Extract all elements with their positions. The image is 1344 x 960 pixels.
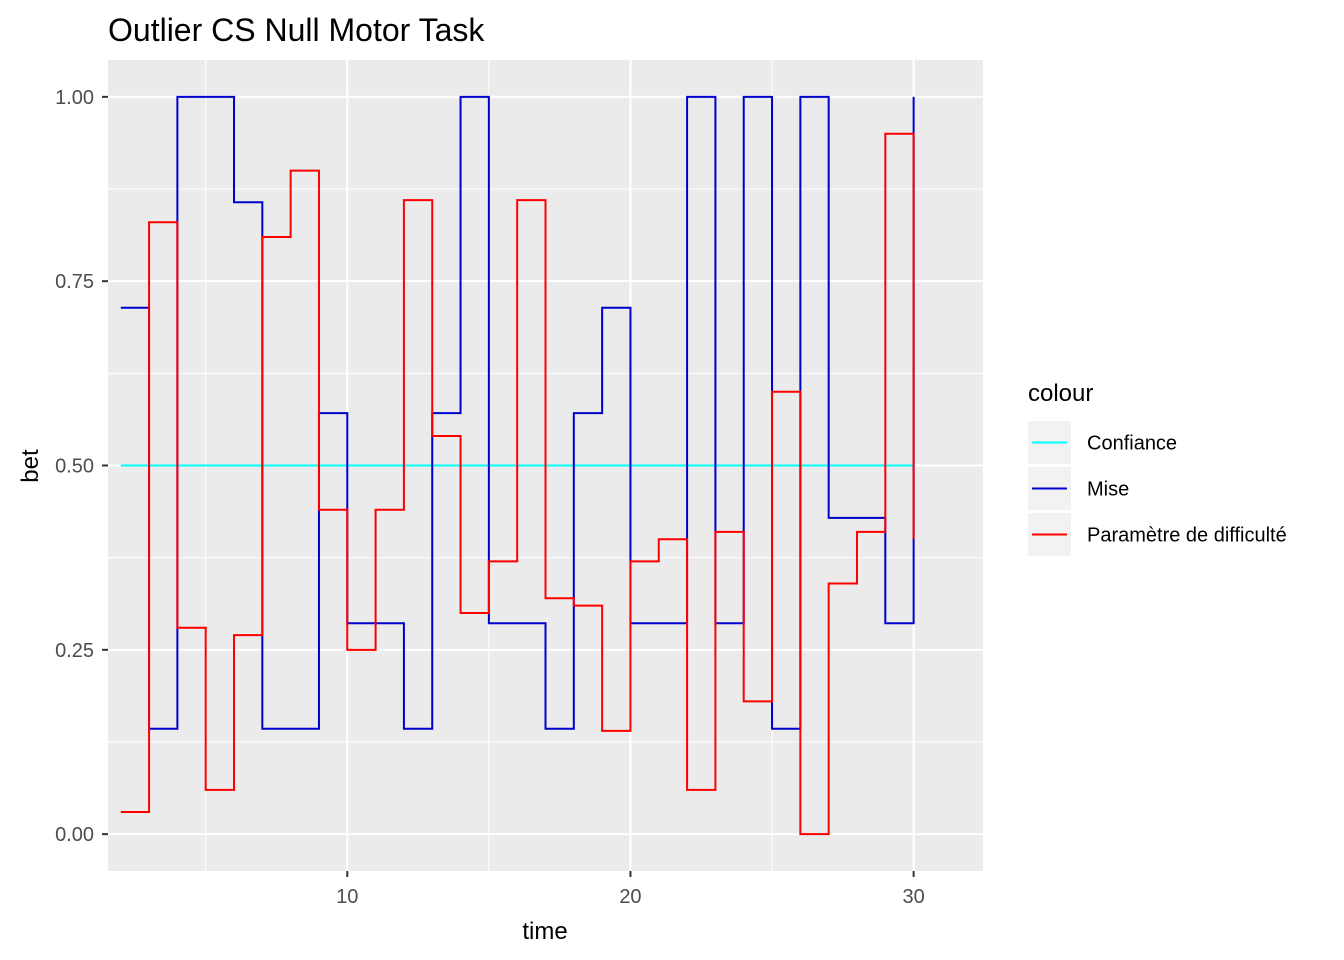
- y-tick-label: 0.50: [55, 456, 94, 478]
- legend-label: Paramètre de difficulté: [1087, 525, 1287, 547]
- x-tick-label: 30: [902, 886, 924, 908]
- y-tick-label: 1.00: [55, 87, 94, 109]
- x-tick-label: 20: [619, 886, 641, 908]
- x-axis: 10 20 30: [336, 871, 925, 908]
- y-tick-label: 0.25: [55, 640, 94, 662]
- x-axis-title: time: [522, 918, 567, 945]
- legend: colour Confiance Mise Paramètre de difficu…: [1028, 380, 1287, 556]
- y-axis: 0.00 0.25 0.50 0.75 1.00: [55, 87, 108, 846]
- y-tick-label: 0.75: [55, 271, 94, 293]
- legend-items: Confiance Mise Paramètre de difficulté: [1028, 421, 1287, 556]
- y-tick-label: 0.00: [55, 824, 94, 846]
- series-line-3: [120, 132, 915, 836]
- legend-label: Mise: [1087, 479, 1129, 501]
- x-tick-label: 10: [336, 886, 358, 908]
- legend-label: Confiance: [1087, 433, 1177, 455]
- legend-title: colour: [1028, 380, 1093, 407]
- series-layer: [120, 95, 915, 836]
- chart-title: Outlier CS Null Motor Task: [108, 12, 485, 48]
- y-axis-title: bet: [17, 449, 44, 483]
